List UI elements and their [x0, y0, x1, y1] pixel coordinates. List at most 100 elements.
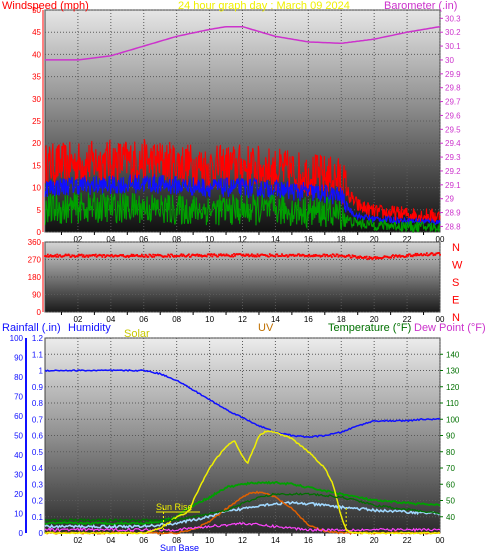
- temperature-tick-label: 70: [446, 464, 455, 473]
- wind-direction-point: [313, 254, 315, 256]
- wind-direction-point: [209, 254, 212, 257]
- wind-direction-point: [89, 254, 92, 257]
- solar-series: [44, 430, 441, 535]
- uv-tick-label: 0: [39, 529, 44, 538]
- wind-direction-point: [137, 255, 140, 258]
- humidity-series: [44, 369, 441, 439]
- wind-direction-point: [172, 255, 174, 257]
- wind-direction-point: [254, 254, 257, 257]
- wind-direction-point: [310, 255, 313, 258]
- wind-direction-point: [357, 255, 360, 258]
- wind-direction-point: [125, 255, 128, 258]
- uv-tick-label: 1.1: [32, 350, 44, 359]
- wind-direction-plot-area: [44, 241, 441, 313]
- temperature-series: [44, 480, 441, 526]
- wind-direction-point: [414, 252, 417, 255]
- chart-title: 24 hour graph day : March 09 2024: [178, 0, 350, 12]
- wind-direction-point: [111, 255, 114, 258]
- wind-direction-point: [197, 255, 200, 257]
- wind-direction-point: [104, 256, 107, 259]
- wind-direction-point: [64, 253, 67, 256]
- wind-direction-point: [108, 255, 111, 257]
- wind-direction-point: [107, 254, 109, 257]
- wind-direction-point: [266, 255, 269, 258]
- wind-direction-point: [205, 255, 208, 258]
- wind-direction-point: [218, 253, 220, 256]
- x-tick-label: 20: [370, 235, 379, 244]
- direction-tick-label: 90: [32, 291, 41, 300]
- wind-direction-point: [334, 255, 337, 258]
- wind-direction-point: [239, 253, 242, 256]
- wind-direction-point: [167, 253, 170, 256]
- wind-direction-point: [235, 253, 237, 256]
- wind-direction-point: [173, 254, 176, 257]
- windspeed-tick-label: 45: [32, 28, 41, 37]
- wind-direction-point: [103, 254, 106, 256]
- wind-direction-point: [312, 255, 314, 258]
- wind-direction-point: [245, 253, 248, 256]
- wind-direction-point: [384, 255, 387, 258]
- x-tick-label: 20: [370, 315, 379, 324]
- wind-direction-point: [411, 255, 414, 258]
- wind-direction-point: [199, 254, 202, 257]
- wind-direction-point: [229, 255, 232, 258]
- wind-direction-point: [78, 254, 81, 257]
- x-tick-label: 06: [139, 235, 148, 244]
- wind-direction-point: [44, 255, 46, 257]
- wind-direction-point: [385, 255, 388, 258]
- wind-direction-point: [142, 255, 145, 258]
- wind-direction-point: [319, 255, 322, 258]
- wind-direction-point: [413, 254, 416, 257]
- wind-direction-point: [345, 254, 348, 257]
- wind-direction-point: [170, 253, 172, 256]
- temperature-tick-label: 130: [446, 367, 460, 376]
- wind-direction-point: [437, 252, 440, 254]
- wind-direction-point: [363, 255, 366, 258]
- wind-direction-point: [165, 255, 168, 258]
- temperature-tick-label: 40: [446, 513, 455, 522]
- wind-direction-point: [295, 254, 298, 257]
- sunrise-annotation: Sun Rise: [156, 502, 193, 512]
- wind-direction-point: [131, 255, 134, 257]
- wind-direction-point: [120, 254, 123, 256]
- wind-direction-point: [260, 253, 263, 256]
- wind-direction-point: [419, 253, 422, 256]
- wind-direction-point: [256, 253, 259, 256]
- wind-direction-point: [409, 255, 412, 258]
- wind-direction-point: [50, 255, 53, 258]
- wind-direction-point: [279, 255, 282, 257]
- wind-direction-point: [318, 254, 321, 257]
- wind-direction-point: [382, 256, 385, 259]
- wind-direction-point: [307, 254, 310, 257]
- wind-direction-point: [146, 256, 149, 258]
- wind-direction-point: [344, 256, 346, 258]
- wind-direction-point: [289, 253, 292, 256]
- wind-direction-point: [372, 257, 375, 260]
- wind-direction-point: [379, 257, 382, 259]
- wind-direction-point: [157, 254, 160, 257]
- wind-direction-point: [252, 254, 255, 257]
- wind-direction-point: [428, 253, 431, 256]
- x-tick-label: 10: [205, 315, 214, 324]
- wind-direction-point: [189, 255, 192, 258]
- x-tick-label: 14: [271, 315, 280, 324]
- wind-direction-point: [55, 255, 58, 258]
- wind-direction-point: [183, 254, 186, 257]
- compass-label: E: [452, 295, 459, 307]
- wind-direction-point: [88, 254, 91, 257]
- wind-direction-point: [317, 254, 320, 257]
- wind-direction-point: [148, 253, 151, 256]
- temperature-axis-label: Temperature (°F): [328, 322, 411, 334]
- wind-direction-point: [303, 255, 306, 258]
- wind-direction-point: [219, 253, 222, 256]
- wind-direction-point: [102, 254, 105, 256]
- x-tick-label: 02: [73, 315, 82, 324]
- wind-direction-point: [398, 254, 401, 257]
- wind-direction-point: [268, 253, 271, 256]
- wind-direction-point: [305, 254, 308, 257]
- windspeed-tick-label: 0: [37, 228, 42, 237]
- wind-direction-point: [389, 256, 392, 259]
- wind-direction-point: [221, 254, 224, 256]
- wind-direction-point: [243, 254, 246, 257]
